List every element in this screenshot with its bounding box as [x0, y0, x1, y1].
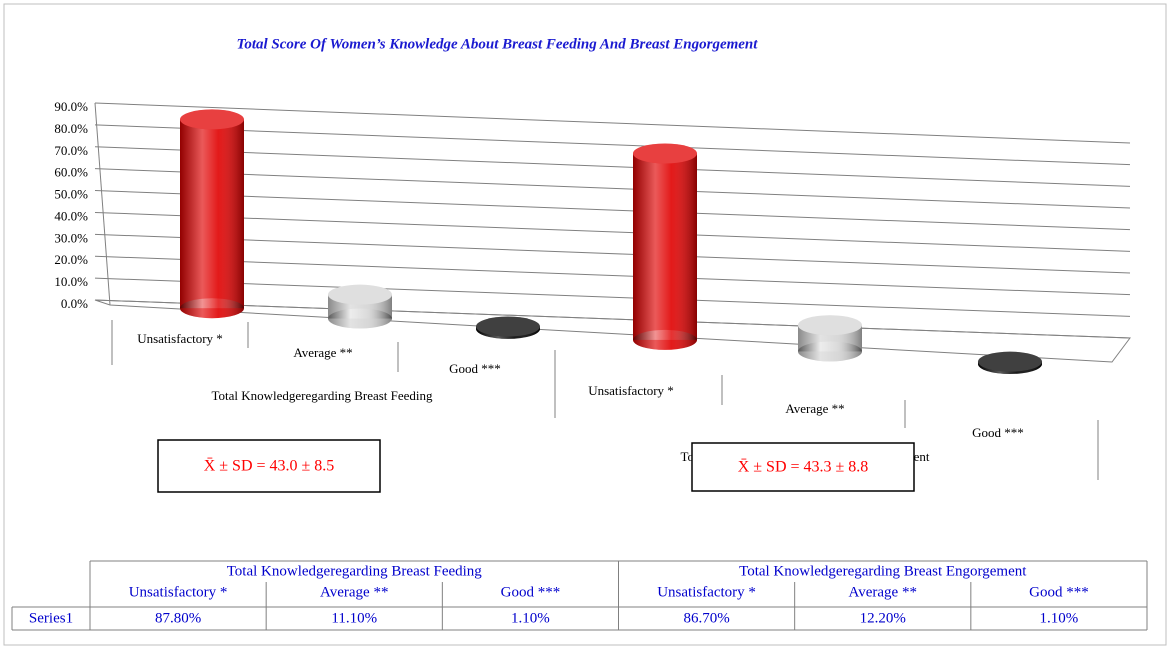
grid-line	[94, 190, 1131, 231]
cylinder	[633, 143, 697, 350]
cylinder-top	[978, 351, 1042, 372]
grid-line	[94, 102, 1131, 144]
cylinder	[180, 109, 244, 319]
annotation: X̄ ± SD = 43.3 ± 8.8	[738, 459, 869, 476]
cylinder	[978, 351, 1042, 375]
table-category: Unsatisfactory *	[657, 584, 756, 600]
x-tick-label: Good ***	[449, 361, 501, 376]
cylinder	[328, 284, 392, 329]
cylinder-top	[798, 315, 862, 336]
annotation-box	[157, 439, 381, 493]
table-value: 11.10%	[331, 610, 377, 626]
grid-line	[94, 299, 1131, 339]
y-tick-label: 90.0%	[54, 99, 88, 114]
table-value: 1.10%	[1040, 610, 1079, 626]
y-tick-label: 0.0%	[61, 296, 88, 311]
grid-line	[94, 211, 1131, 252]
x-tick-label: Average **	[785, 401, 844, 416]
table-category: Good ***	[501, 584, 561, 600]
cylinder-top	[328, 284, 392, 305]
series-name: Series1	[29, 610, 73, 626]
y-tick-label: 40.0%	[54, 208, 88, 223]
y-tick-label: 50.0%	[54, 187, 88, 202]
grid-line	[94, 124, 1131, 166]
annotation: X̄ ± SD = 43.0 ± 8.5	[204, 458, 335, 475]
table-category: Average **	[849, 584, 917, 600]
y-tick-label: 20.0%	[54, 252, 88, 267]
x-tick-label: Unsatisfactory *	[588, 383, 674, 398]
grid-line	[94, 168, 1131, 209]
table-category: Good ***	[1029, 584, 1089, 600]
group-label: Total Knowledgeregarding Breast Feeding	[211, 388, 433, 403]
cylinder-top-light	[476, 316, 540, 337]
y-tick-label: 70.0%	[54, 143, 88, 158]
x-tick-label: Unsatisfactory *	[137, 331, 223, 346]
grid-line	[94, 277, 1131, 317]
cylinder	[476, 316, 540, 339]
table-value: 12.20%	[860, 610, 906, 626]
y-tick-label: 60.0%	[54, 165, 88, 180]
table-group: Total Knowledgeregarding Breast Engorgem…	[739, 563, 1027, 579]
table-group: Total Knowledgeregarding Breast Feeding	[227, 563, 483, 579]
table-category: Average **	[320, 584, 388, 600]
x-tick-label: Average **	[293, 345, 352, 360]
chart-title: Total Score Of Women’s Knowledge About B…	[237, 36, 759, 52]
table-value: 1.10%	[511, 610, 550, 626]
cylinder-top	[180, 109, 244, 130]
cylinder-top	[633, 143, 697, 164]
table-category: Unsatisfactory *	[129, 584, 228, 600]
table-value: 86.70%	[683, 610, 729, 626]
cylinder-top-light	[328, 284, 392, 305]
annotation-box	[691, 442, 915, 492]
cylinder-body-shade	[633, 153, 697, 340]
cylinder-top-light	[180, 109, 244, 130]
table-value: 87.80%	[155, 610, 201, 626]
cylinder-top-light	[978, 351, 1042, 372]
x-tick-label: Good ***	[972, 425, 1024, 440]
y-axis	[94, 102, 111, 306]
cylinder-top	[476, 316, 540, 337]
cylinder-top-light	[798, 315, 862, 336]
grid-line	[94, 255, 1131, 296]
cylinder	[798, 315, 862, 362]
grid-line	[94, 146, 1131, 187]
cylinder-top-light	[633, 143, 697, 164]
y-tick-label: 30.0%	[54, 230, 88, 245]
grid-line	[94, 233, 1131, 274]
y-tick-label: 10.0%	[54, 274, 88, 289]
y-tick-label: 80.0%	[54, 121, 88, 136]
cylinder-body-shade	[180, 119, 244, 309]
